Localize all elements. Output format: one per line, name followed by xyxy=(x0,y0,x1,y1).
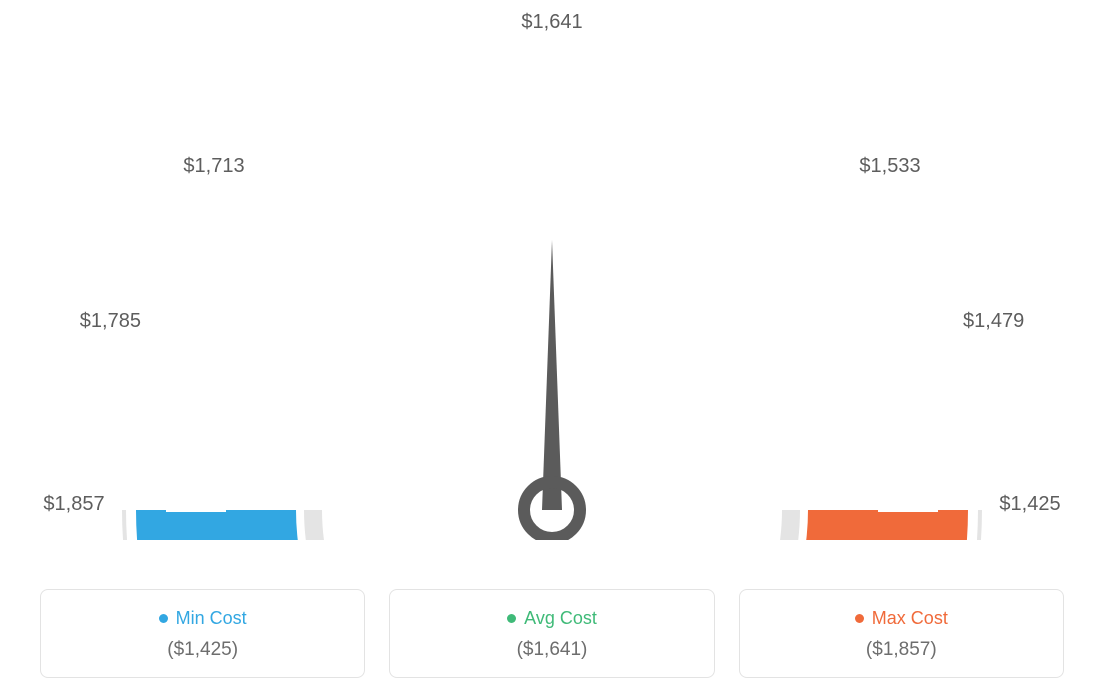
min-cost-label: Min Cost xyxy=(176,608,247,629)
avg-cost-card: Avg Cost ($1,641) xyxy=(389,589,714,678)
gauge-tick-label: $1,425 xyxy=(999,493,1060,515)
min-cost-header: Min Cost xyxy=(53,608,352,629)
gauge-tick-label: $1,479 xyxy=(963,310,1024,332)
max-cost-header: Max Cost xyxy=(752,608,1051,629)
legend-cards: Min Cost ($1,425) Avg Cost ($1,641) Max … xyxy=(0,589,1104,678)
min-cost-value: ($1,425) xyxy=(53,639,352,661)
avg-dot-icon xyxy=(507,614,516,623)
gauge-tick-label: $1,641 xyxy=(521,11,582,33)
gauge-tick-label: $1,857 xyxy=(43,493,104,515)
min-dot-icon xyxy=(159,614,168,623)
avg-cost-label: Avg Cost xyxy=(524,608,597,629)
max-cost-value: ($1,857) xyxy=(752,639,1051,661)
gauge-tick-label: $1,785 xyxy=(80,310,141,332)
gauge-chart: $1,425 $1,479 $1,533 $1,641 $1,713 $1,785 $1,8… xyxy=(0,0,1104,540)
min-cost-card: Min Cost ($1,425) xyxy=(40,589,365,678)
avg-cost-header: Avg Cost xyxy=(402,608,701,629)
gauge-container: $1,425 $1,479 $1,533 $1,641 $1,713 $1,785 $1,8… xyxy=(0,0,1104,540)
avg-cost-value: ($1,641) xyxy=(402,639,701,661)
gauge-tick-label: $1,713 xyxy=(183,155,244,177)
gauge-needle xyxy=(542,240,562,510)
max-dot-icon xyxy=(855,614,864,623)
gauge-tick-label: $1,533 xyxy=(859,155,920,177)
max-cost-card: Max Cost ($1,857) xyxy=(739,589,1064,678)
max-cost-label: Max Cost xyxy=(872,608,948,629)
